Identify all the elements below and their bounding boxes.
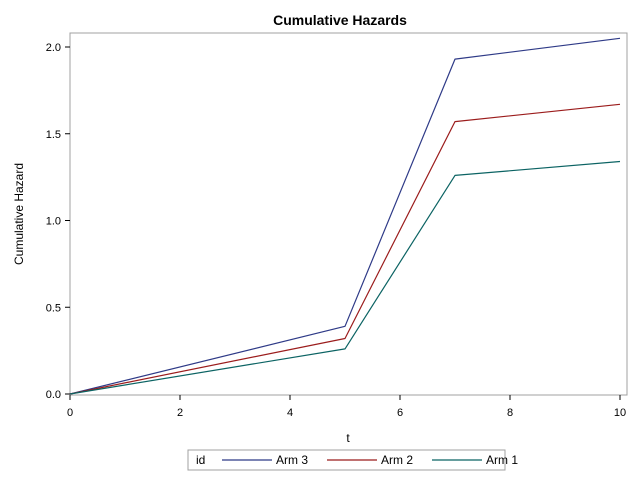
x-tick-label: 10	[614, 407, 626, 419]
y-axis: 0.0 0.5 1.0 1.5 2.0	[46, 42, 70, 401]
x-tick-label: 2	[177, 407, 183, 419]
x-tick-label: 8	[507, 407, 513, 419]
x-axis-label: t	[346, 431, 350, 445]
legend-items: Arm 3 Arm 2 Arm 1	[222, 453, 518, 467]
y-axis-label: Cumulative Hazard	[12, 163, 26, 265]
legend-label: Arm 2	[381, 453, 413, 467]
y-tick-label: 0.5	[46, 302, 61, 314]
x-tick-label: 6	[397, 407, 403, 419]
legend-frame	[187, 449, 506, 471]
legend-label: Arm 1	[486, 453, 518, 467]
series-line-arm-3	[69, 37, 621, 395]
legend: id Arm 3 Arm 2 Arm 1	[187, 449, 518, 471]
series-line-arm-1	[69, 160, 621, 395]
x-tick-label: 4	[287, 407, 293, 419]
y-tick-label: 1.0	[46, 216, 61, 228]
series-line-arm-2	[69, 103, 621, 395]
series-lines	[69, 37, 621, 395]
y-tick-label: 1.5	[46, 129, 61, 141]
y-tick-label: 0.0	[46, 389, 61, 401]
chart-title: Cumulative Hazards	[273, 12, 407, 28]
y-tick-label: 2.0	[46, 42, 61, 54]
x-tick-label: 0	[67, 407, 73, 419]
x-axis: 0 2 4 6 8 10	[67, 395, 626, 419]
plot-area-frame	[69, 32, 628, 396]
legend-title: id	[196, 453, 205, 467]
legend-label: Arm 3	[276, 453, 308, 467]
